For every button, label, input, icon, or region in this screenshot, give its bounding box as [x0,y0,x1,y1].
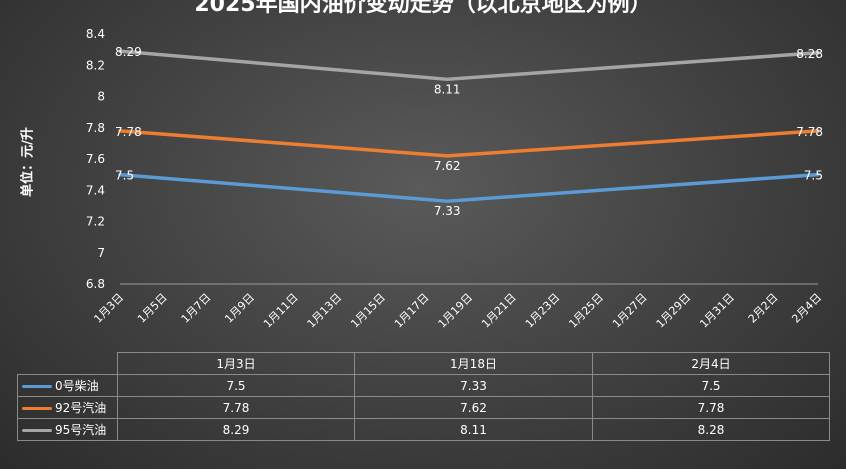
table-row: 95号汽油 8.29 8.11 8.28 [17,418,830,441]
legend-label: 92号汽油 [55,401,107,415]
x-tick-label: 1月11日 [261,291,301,331]
legend-label: 0号柴油 [55,379,99,393]
data-label: 8.29 [115,45,142,59]
x-tick-label: 1月17日 [392,291,432,331]
data-label: 7.5 [804,169,823,183]
table-row: 0号柴油 7.5 7.33 7.5 [17,374,830,397]
x-tick-label: 2月2日 [746,291,781,326]
y-tick-label: 7.6 [86,152,105,166]
table-cell: 7.78 [592,396,830,419]
legend-label: 95号汽油 [55,423,107,437]
x-tick-label: 1月15日 [348,291,388,331]
legend-swatch [22,407,52,410]
y-tick-label: 7 [97,246,105,260]
table-header-cell: 1月18日 [354,352,593,375]
data-label: 8.11 [434,82,461,96]
y-tick-label: 7.4 [86,183,105,197]
x-tick-label: 1月23日 [523,291,563,331]
data-label: 7.62 [434,159,461,173]
y-tick-label: 7.2 [86,215,105,229]
table-cell: 7.5 [592,374,830,397]
series-line [118,129,820,158]
table-cell: 7.5 [117,374,355,397]
legend-entry-gasoline-92: 92号汽油 [17,396,118,419]
x-tick-label: 1月5日 [135,291,170,326]
series-line [118,49,820,82]
series-line [118,172,820,203]
table-header-row: 1月3日 1月18日 2月4日 [17,352,830,375]
y-tick-label: 8.4 [86,27,105,41]
y-tick-label: 8 [97,90,105,104]
table-cell: 7.78 [117,396,355,419]
legend-entry-gasoline-95: 95号汽油 [17,418,118,441]
legend-entry-diesel-0: 0号柴油 [17,374,118,397]
x-tick-label: 1月25日 [566,291,606,331]
x-tick-label: 1月27日 [610,291,650,331]
table-cell: 8.28 [592,418,830,441]
x-tick-label: 1月19日 [436,291,476,331]
x-tick-label: 1月7日 [179,291,214,326]
data-label: 7.33 [434,204,461,218]
table-header-cell: 1月3日 [117,352,355,375]
table-cell: 8.29 [117,418,355,441]
x-tick-label: 1月31日 [697,291,737,331]
y-tick-label: 7.8 [86,121,105,135]
table-corner [17,352,118,375]
legend-swatch [22,429,52,432]
data-label: 7.78 [796,125,823,139]
table-row: 92号汽油 7.78 7.62 7.78 [17,396,830,419]
table-cell: 7.33 [354,374,593,397]
table-cell: 8.11 [354,418,593,441]
x-tick-label: 1月29日 [654,291,694,331]
x-tick-label: 1月3日 [91,291,126,326]
x-tick-label: 1月21日 [479,291,519,331]
x-tick-label: 2月4日 [789,291,824,326]
data-table: 1月3日 1月18日 2月4日 0号柴油 7.5 7.33 7.5 92号汽油 … [17,352,830,441]
x-tick-label: 1月9日 [222,291,257,326]
data-label: 7.5 [115,169,134,183]
legend-swatch [22,385,52,388]
table-header-cell: 2月4日 [592,352,830,375]
data-label: 8.28 [796,47,823,61]
y-tick-label: 6.8 [86,277,105,291]
y-tick-label: 8.2 [86,58,105,72]
table-cell: 7.62 [354,396,593,419]
chart-title: 2025年国内油价变动走势（以北京地区为例） [194,0,652,17]
data-label: 7.78 [115,125,142,139]
x-tick-label: 1月13日 [305,291,345,331]
